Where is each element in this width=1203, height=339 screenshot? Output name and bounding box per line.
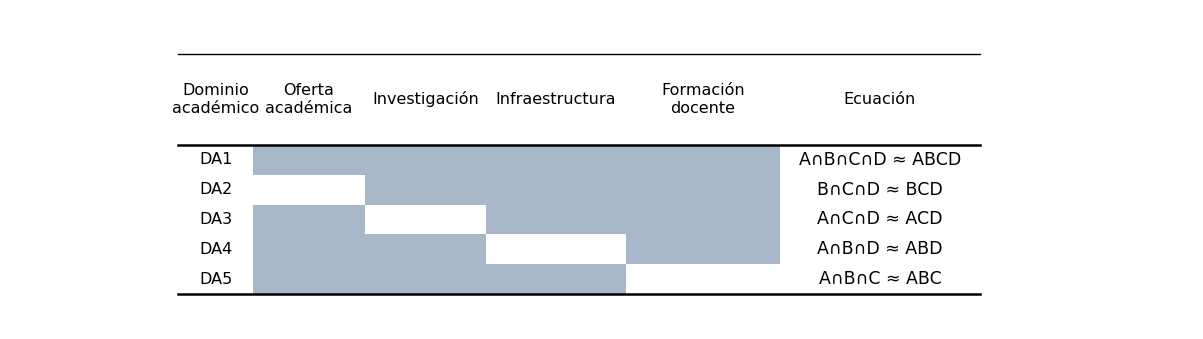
- Bar: [626, 264, 780, 294]
- Text: DA1: DA1: [198, 153, 232, 167]
- Text: B∩C∩D ≈ BCD: B∩C∩D ≈ BCD: [817, 181, 943, 199]
- Bar: [626, 205, 780, 234]
- Bar: [626, 234, 780, 264]
- Text: A∩B∩D ≈ ABD: A∩B∩D ≈ ABD: [817, 240, 943, 258]
- Bar: [486, 205, 626, 234]
- Bar: [486, 145, 626, 175]
- Text: DA3: DA3: [198, 212, 232, 227]
- Text: Ecuación: Ecuación: [843, 92, 915, 107]
- Text: Dominio
académico: Dominio académico: [172, 83, 260, 116]
- Bar: [253, 205, 365, 234]
- Bar: [365, 205, 486, 234]
- Text: DA2: DA2: [198, 182, 232, 197]
- Text: DA5: DA5: [198, 272, 232, 286]
- Bar: [253, 264, 365, 294]
- Bar: [253, 234, 365, 264]
- Text: DA4: DA4: [198, 242, 232, 257]
- Text: A∩C∩D ≈ ACD: A∩C∩D ≈ ACD: [817, 211, 943, 228]
- Bar: [486, 175, 626, 205]
- Bar: [626, 145, 780, 175]
- Text: Investigación: Investigación: [372, 92, 479, 107]
- Bar: [365, 145, 486, 175]
- Bar: [365, 175, 486, 205]
- Text: A∩B∩C ≈ ABC: A∩B∩C ≈ ABC: [818, 270, 941, 288]
- Text: Infraestructura: Infraestructura: [496, 92, 616, 107]
- Bar: [253, 145, 365, 175]
- Text: Oferta
académica: Oferta académica: [265, 83, 352, 116]
- Bar: [486, 234, 626, 264]
- Bar: [365, 264, 486, 294]
- Text: Formación
docente: Formación docente: [660, 83, 745, 116]
- Bar: [626, 175, 780, 205]
- Text: A∩B∩C∩D ≈ ABCD: A∩B∩C∩D ≈ ABCD: [799, 151, 961, 169]
- Bar: [486, 264, 626, 294]
- Bar: [253, 175, 365, 205]
- Bar: [365, 234, 486, 264]
